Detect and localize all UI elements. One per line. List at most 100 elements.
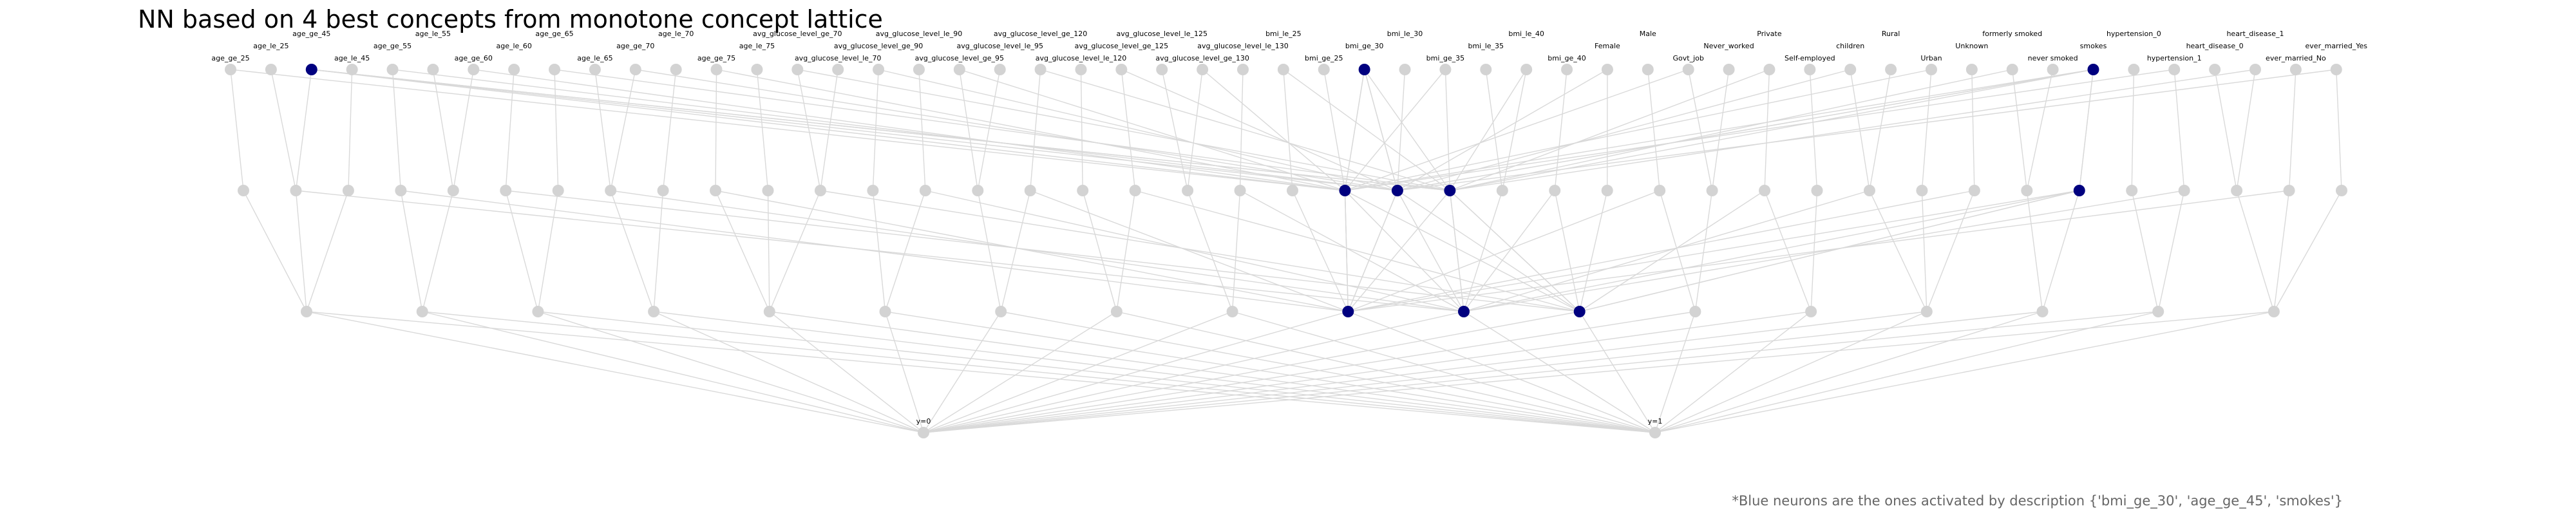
hidden1-neuron xyxy=(2283,185,2295,196)
edge xyxy=(923,311,1464,433)
hidden1-neuron xyxy=(1654,185,1666,196)
input-neuron xyxy=(1804,64,1816,75)
edge xyxy=(1116,311,1656,433)
edge xyxy=(1345,69,1932,191)
edge xyxy=(1654,311,1812,433)
input-label: ever_married_No xyxy=(2266,54,2326,62)
edge xyxy=(1449,69,1527,191)
edge xyxy=(270,69,297,191)
input-neuron xyxy=(1439,64,1452,75)
edge xyxy=(1344,69,1365,191)
input-neuron xyxy=(346,64,358,75)
hidden2-neuron xyxy=(1573,306,1586,317)
edge xyxy=(756,69,769,191)
edge xyxy=(767,190,770,312)
edge xyxy=(959,69,978,191)
edge xyxy=(1397,69,2094,191)
edge xyxy=(923,311,1349,433)
edge xyxy=(1921,190,1927,312)
input-label: avg_glucose_level_le_125 xyxy=(1116,30,1208,38)
input-label: Never_worked xyxy=(1703,42,1754,50)
edge xyxy=(2041,190,2080,312)
input-neuron xyxy=(2047,64,2059,75)
hidden1-neuron xyxy=(447,185,459,196)
edge xyxy=(1449,190,1580,312)
hidden1-neuron xyxy=(605,185,617,196)
edge xyxy=(2174,69,2185,191)
edge xyxy=(1240,190,1464,312)
input-label: age_ge_65 xyxy=(535,30,573,38)
edge xyxy=(306,190,349,312)
edge xyxy=(1121,69,1136,191)
hidden2-neuron xyxy=(1342,306,1354,317)
hidden1-neuron xyxy=(395,185,407,196)
edge xyxy=(506,190,1580,312)
input-label: hypertension_0 xyxy=(2107,30,2161,38)
edge xyxy=(1809,69,1818,191)
edge xyxy=(769,190,821,312)
input-label: bmi_le_30 xyxy=(1387,30,1423,38)
hidden2-neuron xyxy=(1920,306,1933,317)
input-neuron xyxy=(265,64,277,75)
edge xyxy=(878,69,1398,191)
input-label: heart_disease_1 xyxy=(2226,30,2284,38)
edge xyxy=(2273,190,2342,312)
edge xyxy=(1030,69,1041,191)
edge xyxy=(1450,69,2012,191)
input-neuron xyxy=(2128,64,2140,75)
edge xyxy=(505,69,515,191)
hidden2-neuron xyxy=(2268,306,2280,317)
input-label: avg_glucose_level_ge_90 xyxy=(834,42,923,50)
input-label: Rural xyxy=(1882,30,1900,38)
edge xyxy=(1450,69,2256,191)
edges-layer xyxy=(230,69,2342,433)
input-neuron xyxy=(2209,64,2221,75)
edge xyxy=(1347,190,1398,312)
input-neuron xyxy=(629,64,641,75)
input-label: bmi_ge_25 xyxy=(1305,54,1343,62)
edge xyxy=(295,190,307,312)
input-neuron xyxy=(2168,64,2181,75)
edge xyxy=(2026,190,2043,312)
edge xyxy=(1347,190,1450,312)
input-label: children xyxy=(1836,42,1864,50)
edge xyxy=(2131,190,2159,312)
hidden1-neuron xyxy=(919,185,931,196)
input-neuron xyxy=(589,64,601,75)
hidden2-neuron xyxy=(1458,306,1470,317)
hidden1-neuron xyxy=(342,185,354,196)
hidden2-neuron xyxy=(532,306,544,317)
edge xyxy=(1971,69,1975,191)
input-label: avg_glucose_level_le_70 xyxy=(795,54,882,62)
edge xyxy=(1082,190,1117,312)
edge xyxy=(918,69,926,191)
edge xyxy=(1348,190,2079,312)
edge xyxy=(392,69,1397,191)
edge xyxy=(306,311,924,433)
input-neuron xyxy=(1156,64,1168,75)
edge xyxy=(715,190,1349,312)
hidden2-neuron xyxy=(301,306,312,317)
input-neuron xyxy=(225,64,236,75)
input-label: avg_glucose_level_ge_120 xyxy=(994,30,1087,38)
edge xyxy=(1397,190,1580,312)
edge xyxy=(716,69,1345,191)
edge xyxy=(1485,69,1503,191)
input-label: age_le_75 xyxy=(739,42,775,50)
hidden1-neuron xyxy=(1129,185,1141,196)
edge xyxy=(769,311,924,433)
input-neuron xyxy=(751,64,763,75)
edge xyxy=(923,311,1812,433)
hidden2-neuron xyxy=(416,306,428,317)
edge xyxy=(1554,190,1580,312)
edge xyxy=(1364,69,1450,191)
edge xyxy=(1654,311,1696,433)
edge xyxy=(348,69,353,191)
hidden1-neuron xyxy=(1863,185,1875,196)
hidden1-neuron xyxy=(1234,185,1246,196)
input-neuron xyxy=(1075,64,1087,75)
edge xyxy=(1348,311,1656,433)
hidden1-neuron xyxy=(1077,185,1089,196)
edge xyxy=(1921,69,1932,191)
edge xyxy=(1926,190,1975,312)
